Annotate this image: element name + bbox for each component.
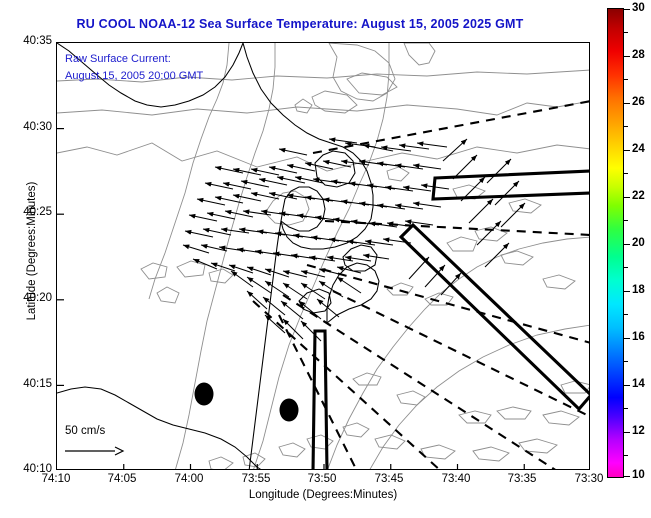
- colorbar-tick-26: 26: [632, 96, 645, 108]
- x-tick-3: 73:55: [241, 473, 271, 485]
- x-tick-6: 73:40: [441, 473, 471, 485]
- temperature-colorbar[interactable]: [607, 8, 624, 478]
- y-tick-4: 40:15: [23, 378, 52, 390]
- x-tick-0: 74:10: [41, 473, 71, 485]
- colorbar-tick-30: 30: [632, 2, 645, 14]
- station-marker-2: [279, 398, 299, 422]
- y-tick-5: 40:10: [23, 463, 52, 475]
- page-title: RU COOL NOAA-12 Sea Surface Temperature:…: [76, 17, 524, 31]
- x-tick-5: 73:45: [374, 473, 404, 485]
- map-plot-area[interactable]: Raw Surface Current: August 15, 2005 20:…: [56, 42, 590, 470]
- colorbar-tick-14: 14: [632, 378, 645, 390]
- x-axis-title: Longitude (Degrees:Minutes): [248, 489, 398, 501]
- surface-current-vectors: [182, 137, 526, 342]
- axis-tick-marks: [57, 127, 525, 469]
- x-tick-1: 74:05: [107, 473, 137, 485]
- right-arrow-icon: [65, 446, 125, 456]
- station-markers[interactable]: [194, 382, 299, 422]
- y-tick-3: 40:20: [23, 292, 52, 304]
- y-tick-2: 40:25: [23, 206, 52, 218]
- x-tick-8: 73:30: [574, 473, 604, 485]
- coastline: [57, 43, 380, 469]
- annotation-line-1: Raw Surface Current:: [65, 53, 171, 65]
- colorbar-tick-10: 10: [632, 469, 645, 481]
- radial-dashed-lines: [252, 100, 589, 469]
- colorbar-tick-12: 12: [632, 425, 645, 437]
- colorbar-tick-24: 24: [632, 143, 645, 155]
- y-tick-1: 40:30: [23, 121, 52, 133]
- colorbar-tick-20: 20: [632, 237, 645, 249]
- map-graphics: [57, 43, 589, 469]
- annotation-line-2: August 15, 2005 20:00 GMT: [65, 70, 204, 82]
- colorbar-tick-28: 28: [632, 49, 645, 61]
- y-axis-title: Latitude (Degrees:Minutes): [26, 181, 38, 321]
- x-tick-4: 73:50: [307, 473, 337, 485]
- x-tick-7: 73:35: [507, 473, 537, 485]
- colorbar-tick-18: 18: [632, 284, 645, 296]
- colorbar-tick-22: 22: [632, 190, 645, 202]
- colorbar-tick-16: 16: [632, 331, 645, 343]
- y-axis-title-wrap: Latitude (Degrees:Minutes): [0, 0, 38, 518]
- sst-contour-lines: [57, 43, 589, 469]
- y-tick-0: 40:35: [23, 35, 52, 47]
- velocity-scale-label: 50 cm/s: [65, 425, 106, 437]
- shipping-lane-corridors: [311, 169, 589, 469]
- x-tick-2: 74:00: [174, 473, 204, 485]
- station-marker-1: [194, 382, 214, 406]
